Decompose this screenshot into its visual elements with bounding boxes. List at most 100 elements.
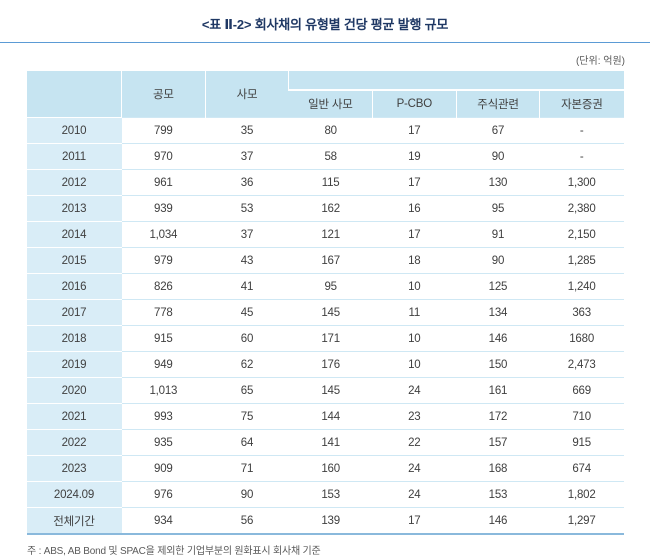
value-cell: 915 xyxy=(539,429,624,456)
value-cell: 363 xyxy=(539,299,624,326)
corner-cell xyxy=(26,71,122,118)
value-cell: 64 xyxy=(205,429,289,456)
value-cell: 171 xyxy=(288,325,373,352)
value-cell: 139 xyxy=(288,507,373,534)
row-label: 2022 xyxy=(26,429,122,456)
value-cell: 939 xyxy=(121,195,206,222)
table-body: 2010 799 35 80 17 67-2011 970 37 58 19 90 - 2012 961 3… xyxy=(26,117,624,534)
value-cell: 36 xyxy=(205,169,289,196)
value-cell: 2,380 xyxy=(539,195,624,222)
value-cell: 145 xyxy=(288,377,373,404)
table-title: <표 Ⅱ-2> 회사채의 유형별 건당 평균 발행 규모 xyxy=(201,17,449,32)
value-cell: 90 xyxy=(205,481,289,508)
value-cell: 153 xyxy=(288,481,373,508)
value-cell: 168 xyxy=(456,455,540,482)
value-cell: 23 xyxy=(372,403,457,430)
table-header: 공모 사모 일반 사모 P-CBO 주식관련 자본증권 xyxy=(26,71,624,118)
value-cell: 19 xyxy=(372,143,457,170)
row-label: 2010 xyxy=(26,117,122,144)
value-cell: 65 xyxy=(205,377,289,404)
col-header-public: 공모 xyxy=(121,71,206,118)
value-cell: 172 xyxy=(456,403,540,430)
value-cell: 934 xyxy=(121,507,206,534)
value-cell: 949 xyxy=(121,351,206,378)
value-cell: 10 xyxy=(372,325,457,352)
value-cell: 75 xyxy=(205,403,289,430)
value-cell: 17 xyxy=(372,507,457,534)
table-row: 2014 1,034 37 121 17 91 2,150 xyxy=(26,221,624,248)
value-cell: 71 xyxy=(205,455,289,482)
value-cell: 162 xyxy=(288,195,373,222)
row-label: 2017 xyxy=(26,299,122,326)
private-subgroup-band xyxy=(288,71,624,91)
value-cell: 16 xyxy=(372,195,457,222)
value-cell: 24 xyxy=(372,455,457,482)
col-header-pcbo: P-CBO xyxy=(371,90,457,118)
value-cell: 1,034 xyxy=(121,221,206,248)
col-header-private: 사모 xyxy=(204,71,289,118)
value-cell: 67 xyxy=(456,117,540,144)
value-cell: 17 xyxy=(372,117,457,144)
value-cell: 2,150 xyxy=(539,221,624,248)
value-cell: 24 xyxy=(372,377,457,404)
row-label: 2021 xyxy=(26,403,122,430)
value-cell: 146 xyxy=(456,507,540,534)
value-cell: 909 xyxy=(121,455,206,482)
row-label: 전체기간 xyxy=(26,507,122,534)
value-cell: 11 xyxy=(372,299,457,326)
row-label: 2024.09 xyxy=(26,481,122,508)
table-row: 2022 935 64 141 22 157 915 xyxy=(26,429,624,456)
value-cell: 130 xyxy=(456,169,540,196)
value-cell: 17 xyxy=(372,221,457,248)
title-divider xyxy=(0,42,650,43)
value-cell: 121 xyxy=(288,221,373,248)
value-cell: 37 xyxy=(205,143,289,170)
row-label: 2011 xyxy=(26,143,122,170)
value-cell: 976 xyxy=(121,481,206,508)
value-cell: 146 xyxy=(456,325,540,352)
table-row: 2020 1,013 65 145 24 161 669 xyxy=(26,377,624,404)
value-cell: 17 xyxy=(372,169,457,196)
table-row: 2015 979 43 167 18 90 1,285 xyxy=(26,247,624,274)
value-cell: 80 xyxy=(288,117,373,144)
value-cell: 1,285 xyxy=(539,247,624,274)
value-cell: 915 xyxy=(121,325,206,352)
value-cell: 58 xyxy=(288,143,373,170)
value-cell: 826 xyxy=(121,273,206,300)
value-cell: 157 xyxy=(456,429,540,456)
table-row: 2012 961 36 115 17 130 1,300 xyxy=(26,169,624,196)
value-cell: 979 xyxy=(121,247,206,274)
col-header-capital-securities: 자본증권 xyxy=(539,90,624,118)
value-cell: 1680 xyxy=(539,325,624,352)
value-cell: 141 xyxy=(288,429,373,456)
value-cell: 1,297 xyxy=(539,507,624,534)
value-cell: 62 xyxy=(205,351,289,378)
value-cell: 970 xyxy=(121,143,206,170)
value-cell: 176 xyxy=(288,351,373,378)
value-cell: 43 xyxy=(205,247,289,274)
table-row: 2019 949 62 176 10 150 2,473 xyxy=(26,351,624,378)
row-label: 2014 xyxy=(26,221,122,248)
value-cell: - xyxy=(539,117,624,144)
unit-label: (단위: 억원) xyxy=(575,56,625,67)
value-cell: 674 xyxy=(539,455,624,482)
value-cell: 778 xyxy=(121,299,206,326)
row-label: 2012 xyxy=(26,169,122,196)
value-cell: 95 xyxy=(456,195,540,222)
value-cell: 144 xyxy=(288,403,373,430)
bond-issuance-table: 공모 사모 일반 사모 P-CBO 주식관련 자본증권 2010 799 35 80 1… xyxy=(26,71,624,535)
table-row: 2021 993 75 144 23 172 710 xyxy=(26,403,624,430)
value-cell: 53 xyxy=(205,195,289,222)
table-row: 2017 778 45 145 11 134 363 xyxy=(26,299,624,326)
col-header-general-private: 일반 사모 xyxy=(288,90,373,118)
table-row: 2024.09 976 90 153 24 153 1,802 xyxy=(26,481,624,508)
value-cell: 95 xyxy=(288,273,373,300)
value-cell: 45 xyxy=(205,299,289,326)
row-label: 2020 xyxy=(26,377,122,404)
table-row: 2010 799 35 80 17 67- xyxy=(26,117,624,144)
value-cell: 669 xyxy=(539,377,624,404)
table-row: 2013 939 53 162 16 95 2,380 xyxy=(26,195,624,222)
value-cell: 167 xyxy=(288,247,373,274)
value-cell: 24 xyxy=(372,481,457,508)
